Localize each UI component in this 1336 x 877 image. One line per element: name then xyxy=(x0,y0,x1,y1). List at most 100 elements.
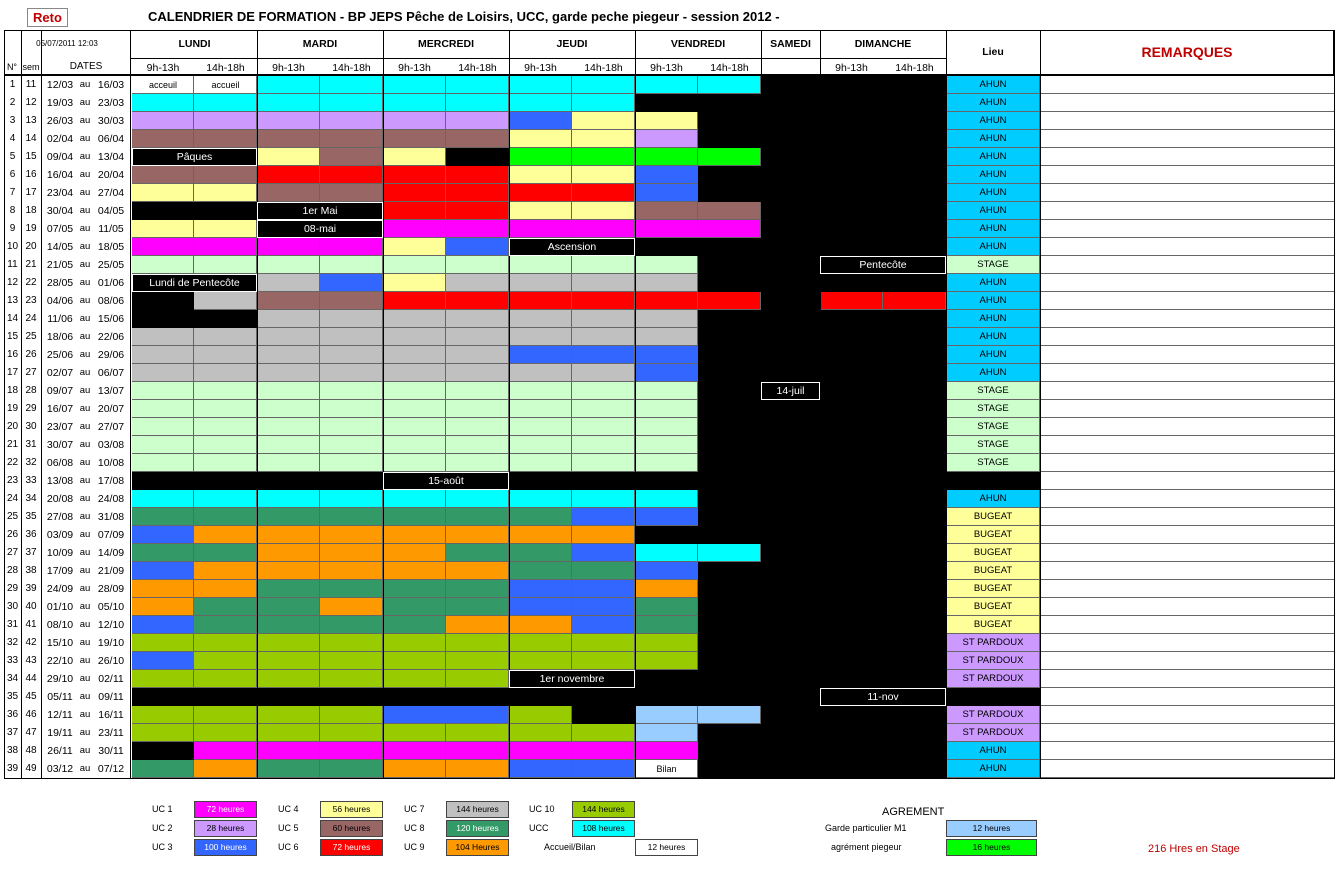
saturday-cell[interactable] xyxy=(761,598,820,616)
slot-cell[interactable] xyxy=(257,382,320,400)
sunday-slot-cell[interactable] xyxy=(883,616,946,634)
slot-cell[interactable] xyxy=(446,526,509,544)
remarque-cell[interactable] xyxy=(1040,652,1334,670)
sunday-slot-cell[interactable] xyxy=(883,436,946,454)
slot-cell[interactable] xyxy=(257,490,320,508)
slot-cell[interactable] xyxy=(383,616,446,634)
slot-cell[interactable] xyxy=(383,742,446,760)
slot-cell[interactable] xyxy=(446,742,509,760)
slot-cell[interactable] xyxy=(572,688,635,706)
saturday-cell[interactable] xyxy=(761,742,820,760)
slot-cell[interactable] xyxy=(572,346,635,364)
sunday-slot-cell[interactable] xyxy=(883,562,946,580)
slot-cell[interactable] xyxy=(635,490,698,508)
slot-cell[interactable] xyxy=(572,382,635,400)
slot-cell[interactable] xyxy=(509,364,572,382)
slot-cell[interactable] xyxy=(320,580,383,598)
slot-cell[interactable] xyxy=(194,472,257,490)
slot-cell[interactable] xyxy=(383,526,446,544)
sunday-slot-cell[interactable] xyxy=(883,364,946,382)
slot-cell[interactable] xyxy=(257,112,320,130)
slot-cell[interactable] xyxy=(383,238,446,256)
slot-cell[interactable] xyxy=(320,670,383,688)
slot-cell[interactable] xyxy=(257,688,320,706)
slot-cell[interactable] xyxy=(635,562,698,580)
slot-cell[interactable] xyxy=(509,562,572,580)
slot-cell[interactable] xyxy=(572,598,635,616)
remarque-cell[interactable] xyxy=(1040,256,1334,274)
slot-cell[interactable] xyxy=(194,94,257,112)
slot-cell[interactable] xyxy=(635,400,698,418)
slot-cell[interactable] xyxy=(132,364,194,382)
slot-cell[interactable] xyxy=(194,634,257,652)
remarque-cell[interactable] xyxy=(1040,346,1334,364)
slot-cell[interactable] xyxy=(257,652,320,670)
saturday-cell[interactable] xyxy=(761,490,820,508)
slot-cell[interactable] xyxy=(509,454,572,472)
slot-cell[interactable] xyxy=(446,598,509,616)
slot-cell[interactable] xyxy=(572,562,635,580)
slot-cell[interactable] xyxy=(194,670,257,688)
slot-cell[interactable] xyxy=(698,274,761,292)
sunday-slot-cell[interactable] xyxy=(883,382,946,400)
sunday-slot-cell[interactable] xyxy=(883,544,946,562)
slot-cell[interactable] xyxy=(194,688,257,706)
slot-cell[interactable] xyxy=(635,508,698,526)
slot-cell[interactable] xyxy=(257,310,320,328)
slot-cell[interactable] xyxy=(257,148,320,166)
sunday-slot-cell[interactable] xyxy=(820,400,883,418)
slot-cell[interactable] xyxy=(509,490,572,508)
slot-cell[interactable] xyxy=(446,436,509,454)
saturday-cell[interactable] xyxy=(761,580,820,598)
slot-cell[interactable] xyxy=(509,292,572,310)
slot-cell[interactable] xyxy=(257,184,320,202)
slot-cell[interactable] xyxy=(572,148,635,166)
slot-cell[interactable] xyxy=(194,544,257,562)
slot-cell[interactable] xyxy=(194,220,257,238)
slot-cell[interactable] xyxy=(572,616,635,634)
slot-cell[interactable] xyxy=(635,688,698,706)
slot-cell[interactable] xyxy=(572,472,635,490)
slot-cell[interactable] xyxy=(383,76,446,94)
sunday-slot-cell[interactable] xyxy=(883,580,946,598)
slot-cell[interactable] xyxy=(320,562,383,580)
slot-cell[interactable] xyxy=(509,130,572,148)
slot-cell[interactable] xyxy=(320,760,383,778)
sunday-slot-cell[interactable] xyxy=(883,148,946,166)
saturday-cell[interactable] xyxy=(761,616,820,634)
saturday-cell[interactable] xyxy=(761,76,820,94)
slot-cell[interactable] xyxy=(320,166,383,184)
slot-cell[interactable] xyxy=(320,724,383,742)
slot-cell[interactable] xyxy=(194,598,257,616)
slot-cell[interactable] xyxy=(635,220,698,238)
slot-cell[interactable] xyxy=(572,328,635,346)
slot-cell[interactable] xyxy=(698,328,761,346)
slot-cell[interactable] xyxy=(320,472,383,490)
slot-cell[interactable] xyxy=(383,364,446,382)
sunday-slot-cell[interactable] xyxy=(820,112,883,130)
slot-cell[interactable] xyxy=(320,292,383,310)
slot-cell[interactable] xyxy=(698,184,761,202)
slot-cell[interactable] xyxy=(698,742,761,760)
slot-cell[interactable] xyxy=(320,130,383,148)
saturday-cell[interactable] xyxy=(761,526,820,544)
sunday-slot-cell[interactable] xyxy=(883,292,946,310)
slot-cell[interactable] xyxy=(257,94,320,112)
sunday-slot-cell[interactable] xyxy=(883,508,946,526)
slot-cell[interactable] xyxy=(132,508,194,526)
saturday-cell[interactable] xyxy=(761,454,820,472)
slot-cell[interactable] xyxy=(572,184,635,202)
slot-cell[interactable] xyxy=(698,220,761,238)
slot-cell[interactable] xyxy=(446,112,509,130)
slot-cell[interactable] xyxy=(257,508,320,526)
saturday-cell[interactable] xyxy=(761,472,820,490)
sunday-slot-cell[interactable] xyxy=(820,292,883,310)
slot-cell[interactable] xyxy=(509,256,572,274)
slot-cell[interactable] xyxy=(383,310,446,328)
slot-cell[interactable] xyxy=(132,76,194,94)
slot-cell[interactable] xyxy=(698,526,761,544)
remarque-cell[interactable] xyxy=(1040,274,1334,292)
slot-cell[interactable] xyxy=(194,652,257,670)
slot-cell[interactable] xyxy=(446,706,509,724)
remarque-cell[interactable] xyxy=(1040,112,1334,130)
